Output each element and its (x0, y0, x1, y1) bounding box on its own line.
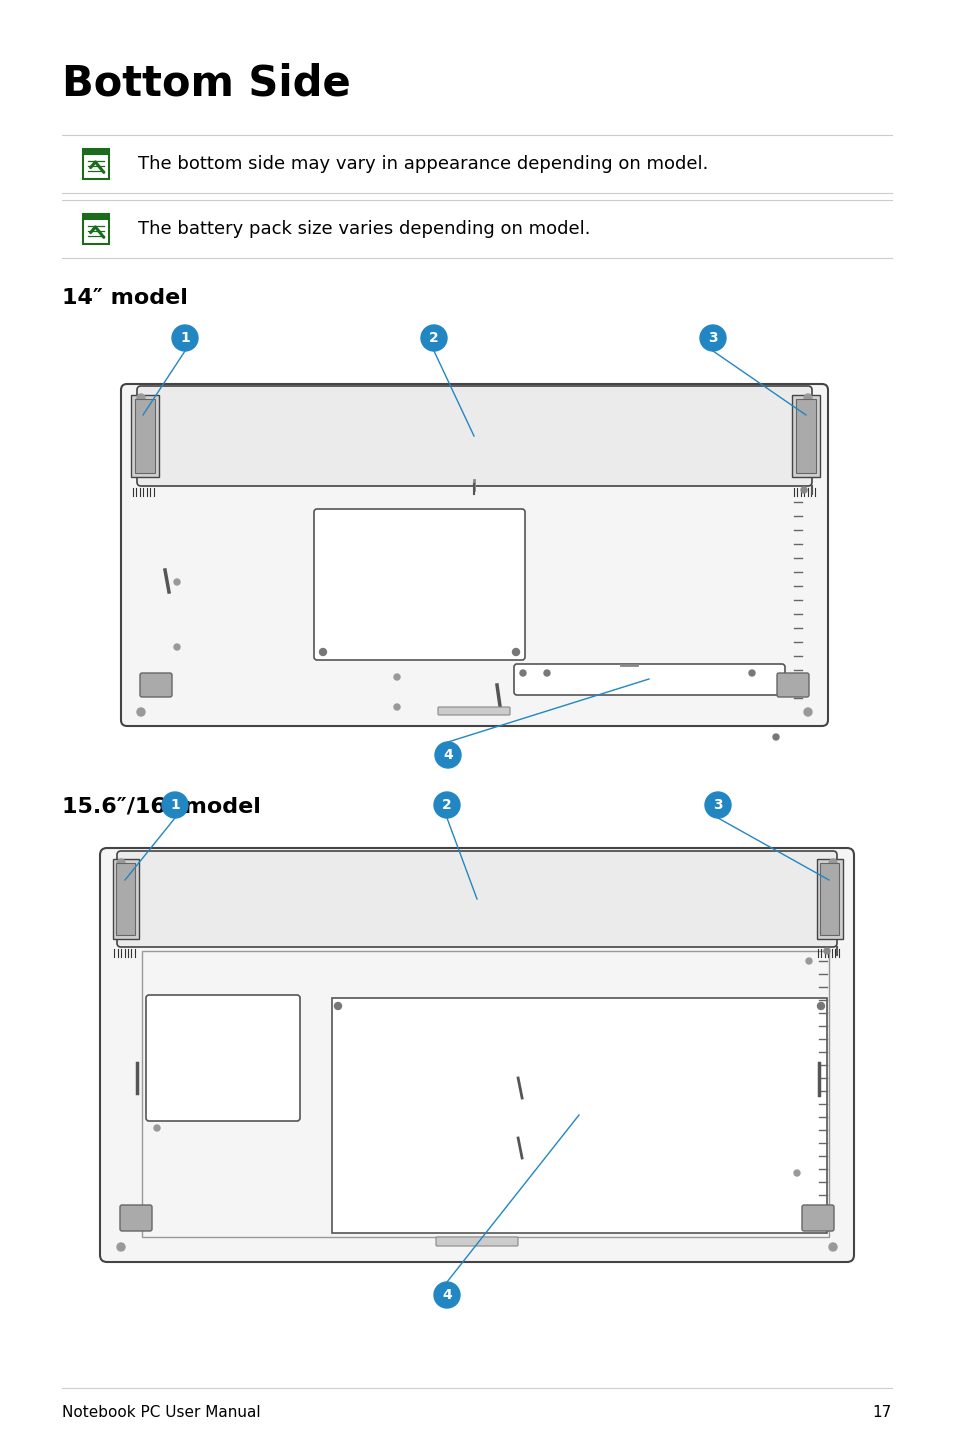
Text: 15.6″/16″ model: 15.6″/16″ model (62, 797, 260, 817)
Bar (820, 863, 838, 935)
Text: 3: 3 (707, 331, 717, 345)
Circle shape (434, 792, 459, 818)
Circle shape (162, 792, 188, 818)
Bar (795, 398, 815, 473)
Circle shape (543, 670, 550, 676)
Bar (83, 214, 109, 220)
Circle shape (817, 1002, 823, 1009)
Circle shape (772, 733, 779, 741)
FancyBboxPatch shape (776, 673, 808, 697)
Bar (112, 858, 139, 939)
Circle shape (173, 580, 180, 585)
Circle shape (823, 948, 829, 953)
FancyBboxPatch shape (83, 214, 109, 244)
Circle shape (805, 958, 811, 963)
Circle shape (173, 644, 180, 650)
Circle shape (435, 742, 460, 768)
FancyBboxPatch shape (332, 998, 826, 1232)
FancyBboxPatch shape (83, 150, 109, 178)
Text: The bottom side may vary in appearance depending on model.: The bottom side may vary in appearance d… (138, 155, 708, 173)
Text: 14″ model: 14″ model (62, 288, 188, 308)
Circle shape (172, 325, 198, 351)
Text: 3: 3 (713, 798, 722, 812)
Bar (131, 395, 159, 477)
Text: Notebook PC User Manual: Notebook PC User Manual (62, 1405, 260, 1419)
Text: 1: 1 (170, 798, 180, 812)
FancyBboxPatch shape (146, 995, 299, 1122)
Circle shape (137, 707, 145, 716)
Circle shape (117, 858, 125, 867)
Text: 1: 1 (180, 331, 190, 345)
FancyBboxPatch shape (120, 1205, 152, 1231)
Circle shape (828, 1242, 836, 1251)
Circle shape (519, 670, 525, 676)
Circle shape (828, 858, 836, 867)
Text: Bottom Side: Bottom Side (62, 62, 351, 104)
Bar (135, 398, 154, 473)
Text: 17: 17 (872, 1405, 891, 1419)
Circle shape (434, 1283, 459, 1309)
Circle shape (394, 705, 399, 710)
Circle shape (117, 1242, 125, 1251)
FancyBboxPatch shape (117, 851, 836, 948)
FancyBboxPatch shape (140, 673, 172, 697)
Bar (816, 858, 842, 939)
Bar (116, 863, 135, 935)
FancyBboxPatch shape (314, 509, 524, 660)
FancyBboxPatch shape (801, 1205, 833, 1231)
FancyBboxPatch shape (514, 664, 784, 695)
Circle shape (803, 394, 811, 403)
Circle shape (335, 1002, 341, 1009)
FancyBboxPatch shape (100, 848, 853, 1263)
Circle shape (512, 649, 519, 656)
FancyBboxPatch shape (137, 385, 811, 486)
FancyBboxPatch shape (437, 707, 510, 715)
Circle shape (801, 487, 806, 493)
Circle shape (803, 707, 811, 716)
Circle shape (394, 674, 399, 680)
FancyBboxPatch shape (121, 384, 827, 726)
Text: 2: 2 (441, 798, 452, 812)
Text: 2: 2 (429, 331, 438, 345)
Circle shape (420, 325, 447, 351)
Circle shape (319, 649, 326, 656)
Circle shape (153, 1125, 160, 1132)
Circle shape (793, 1171, 800, 1176)
Circle shape (700, 325, 725, 351)
Text: The battery pack size varies depending on model.: The battery pack size varies depending o… (138, 220, 590, 239)
Circle shape (704, 792, 730, 818)
Text: 4: 4 (441, 1288, 452, 1301)
Circle shape (748, 670, 754, 676)
Bar (83, 150, 109, 155)
Text: 4: 4 (442, 748, 453, 762)
FancyBboxPatch shape (436, 1237, 517, 1245)
Circle shape (137, 394, 145, 403)
Bar (791, 395, 820, 477)
